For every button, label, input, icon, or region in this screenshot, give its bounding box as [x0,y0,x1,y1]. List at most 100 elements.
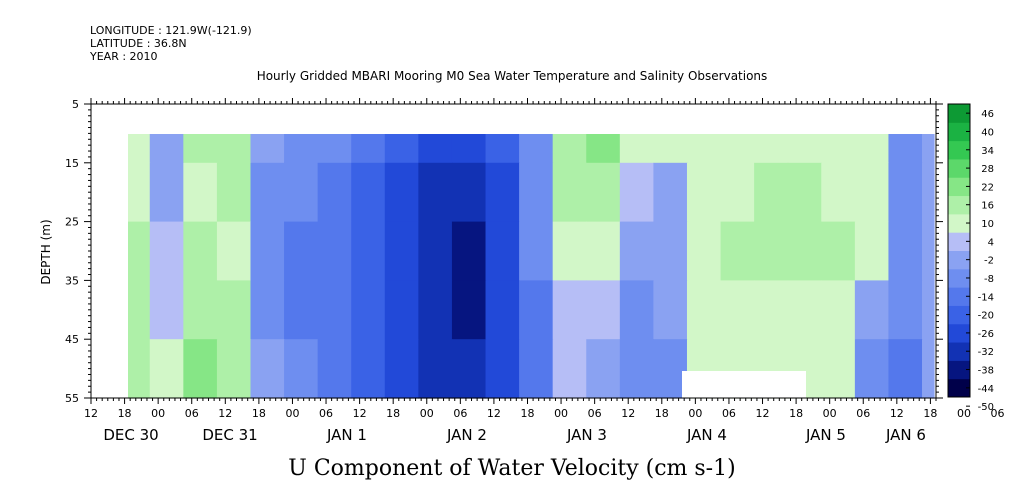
heatmap-cell [485,280,520,340]
colorbar-swatch [948,378,970,398]
heatmap-cell [384,339,419,399]
colorbar-label: 10 [981,219,994,230]
latitude-label: LATITUDE : 36.8N [90,37,187,50]
colorbar-swatch [948,177,970,197]
colorbar-swatch [948,213,970,233]
x-day-label: JAN 2 [446,426,487,444]
heatmap-cell [284,339,319,399]
axes: 12 18 00 06 12 18 00 06 12 18 00 06 12 18 00 06 12 18 00 06… [65,98,1005,444]
x-hour-label: 18 [252,407,266,420]
heatmap-cell [922,280,935,340]
x-day-label: JAN 3 [566,426,607,444]
x-hour-label: 06 [722,407,736,420]
heatmap-cell [216,280,252,340]
heatmap-cell [619,162,655,223]
heatmap-cell [519,221,554,281]
longitude-label: LONGITUDE : 121.9W(-121.9) [90,24,252,37]
heatmap-cell [418,221,453,281]
x-hour-label: 00 [285,407,299,420]
colorbar-swatch [948,305,970,325]
x-day-label: DEC 31 [202,426,257,444]
heatmap-cell [519,280,554,340]
heatmap-cell [250,134,285,164]
heatmap-cell [351,221,386,281]
colorbar-label: 40 [981,127,994,138]
heatmap-cell [519,162,554,223]
x-hour-label: 00 [554,407,568,420]
heatmap-cell [485,162,520,223]
x-hour-label: 12 [353,407,367,420]
heatmap-cell [351,134,386,164]
heatmap-cell [149,134,184,164]
heatmap-cell [418,280,453,340]
heatmap-cell [128,162,151,223]
x-day-label: JAN 4 [686,426,727,444]
heatmap-cell [284,162,319,223]
heatmap-cell [183,221,218,281]
x-hour-label: 06 [856,407,870,420]
colorbar-swatch [948,268,970,288]
heatmap-cell [787,162,822,223]
colorbar-swatch [948,195,970,215]
x-day-label: JAN 6 [885,426,926,444]
heatmap-cell [619,134,655,164]
colorbar-label: -38 [978,366,994,377]
colorbar-label: 34 [981,146,994,157]
heatmap-cell [149,221,184,281]
heatmap-cell [451,339,487,399]
heatmap-cell [250,339,285,399]
heatmap-cell [149,339,184,399]
heatmap-cell [519,339,554,399]
colorbar-label: -32 [978,347,994,358]
heatmap-cell [149,162,184,223]
colorbar-label: 22 [981,182,994,193]
x-hour-label: 00 [957,407,971,420]
heatmap-cell [586,221,621,281]
y-tick-label: 5 [72,98,79,111]
colorbar-label: -20 [978,311,994,322]
heatmap-cell [922,339,935,399]
x-hour-label: 06 [185,407,199,420]
heatmap-cell [317,134,352,164]
year-label: YEAR : 2010 [89,50,158,63]
heatmap-cell [451,280,487,340]
x-hour-label: 18 [520,407,534,420]
heatmap-cell [888,339,923,399]
heatmap-cell [821,162,856,223]
heatmap-cell [552,339,587,399]
x-hour-label: 00 [420,407,434,420]
colorbar-label: -26 [978,329,994,340]
heatmap-cell [485,221,520,281]
colorbar-label: 16 [981,201,994,212]
plot-area [90,103,937,399]
heatmap-cell [351,339,386,399]
heatmap-cell [787,134,822,164]
heatmap-cell [384,162,419,223]
heatmap-cell [128,339,151,399]
colorbar-label: -50 [978,402,994,413]
x-hour-label: 06 [991,407,1005,420]
y-axis-label: DEPTH (m) [39,219,53,284]
heatmap-cell [384,221,419,281]
heatmap-cell [284,221,319,281]
heatmap-cell [888,280,923,340]
heatmap-cell [686,280,722,340]
heatmap-cell [351,162,386,223]
heatmap-cell [854,134,890,164]
heatmap-cell [854,339,890,399]
heatmap-cell [485,134,520,164]
heatmap-cell [787,280,822,340]
x-hour-label: 00 [823,407,837,420]
heatmap-cell [552,221,587,281]
heatmap-cell [216,134,252,164]
heatmap-cell [586,339,621,399]
colorbar-label: 4 [988,237,994,248]
heatmap-cell [686,134,722,164]
y-tick-label: 45 [65,333,79,346]
heatmap-cell [821,339,856,399]
colorbar: 46 40 34 28 22 16 10 4 -2 -8 -14 -20 -26 -32 -38 -44 -50 [947,103,994,413]
heatmap-cell [586,134,621,164]
colorbar-label: 46 [981,109,994,120]
heatmap-cell [183,134,218,164]
